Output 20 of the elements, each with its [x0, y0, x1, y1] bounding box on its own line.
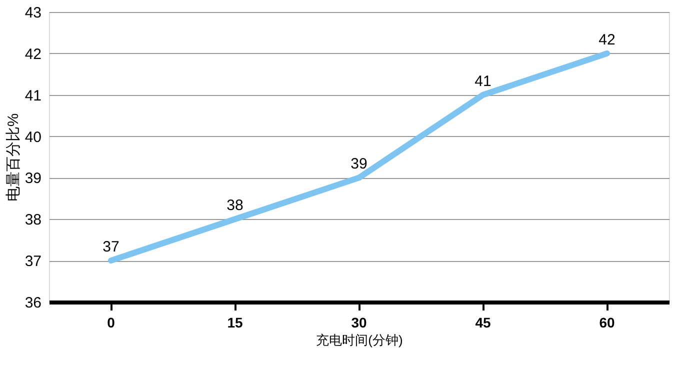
x-tick-label: 45 [475, 314, 491, 330]
y-tick-label: 42 [24, 46, 42, 63]
x-tick-label: 30 [351, 314, 367, 330]
data-label: 39 [350, 156, 368, 173]
y-tick-label: 37 [24, 253, 42, 270]
x-axis-title: 充电时间(分钟) [316, 332, 403, 348]
x-tick-label: 0 [107, 314, 116, 330]
y-tick-label: 39 [24, 170, 42, 188]
y-tick-label: 38 [24, 212, 42, 229]
y-tick-label: 36 [24, 294, 42, 312]
data-label: 41 [474, 72, 492, 90]
x-tick-label: 60 [599, 314, 615, 330]
x-tick-label: 15 [227, 314, 243, 330]
y-tick-label: 40 [24, 128, 42, 146]
y-axis-title: 电量百分比% [4, 113, 22, 202]
data-label: 42 [598, 31, 616, 48]
y-tick-label: 43 [24, 4, 42, 22]
data-label: 38 [226, 197, 244, 214]
y-tick-label: 41 [24, 87, 42, 104]
data-label: 37 [102, 238, 120, 256]
